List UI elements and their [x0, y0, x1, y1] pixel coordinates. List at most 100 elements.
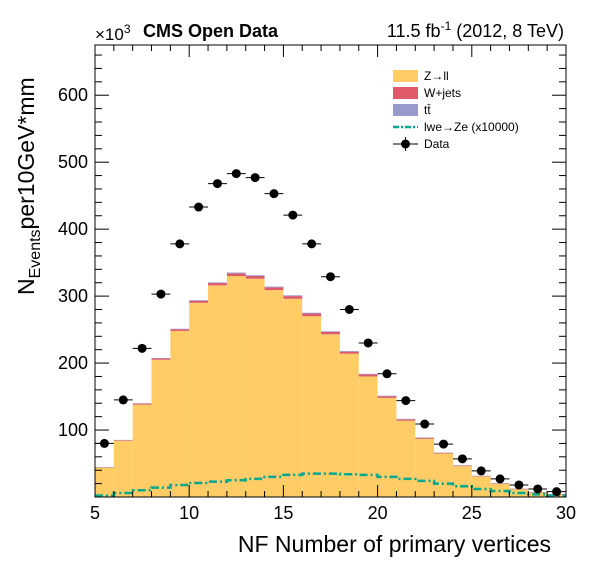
data-point-11 [302, 239, 322, 249]
legend-swatch-2 [393, 104, 418, 116]
bar-zll-7 [226, 276, 246, 497]
bar-ttbar-12 [321, 331, 340, 332]
bar-zll-15 [377, 397, 397, 497]
bar-wjets-1 [113, 440, 133, 441]
data-point-19 [452, 454, 472, 464]
data-point-15 [377, 369, 397, 379]
legend-label-4: Data [424, 137, 450, 151]
legend-entry-1: W+jets [393, 86, 461, 100]
data-point-5 [189, 202, 209, 212]
histogram-bars [95, 272, 566, 497]
data-point-12 [321, 272, 340, 282]
bar-zll-13 [339, 353, 359, 497]
data-marker-6 [212, 179, 222, 189]
bar-ttbar-11 [302, 312, 322, 314]
data-marker-10 [288, 210, 298, 220]
bar-wjets-8 [245, 276, 265, 279]
bar-wjets-11 [302, 313, 322, 317]
bar-ttbar-14 [358, 373, 378, 375]
x-tick-label-30: 30 [556, 503, 576, 523]
plot-frame [94, 44, 567, 498]
x-tick-label-10: 10 [179, 503, 199, 523]
bar-ttbar-9 [264, 286, 284, 288]
bar-wjets-17 [415, 437, 435, 439]
data-marker-19 [457, 454, 467, 464]
signal-line [95, 472, 566, 497]
y-tick-label-300: 300 [58, 286, 88, 306]
data-marker-23 [533, 484, 543, 494]
data-marker-17 [420, 419, 430, 429]
legend-marker-data [401, 139, 410, 149]
data-point-20 [471, 466, 491, 476]
data-point-22 [509, 480, 529, 490]
bar-wjets-15 [377, 396, 397, 398]
y-exponent-label: ×103 [95, 22, 131, 44]
bar-zll-20 [471, 476, 491, 497]
legend-label-1: W+jets [424, 86, 461, 100]
header-right: 11.5 fb-1 (2012, 8 TeV) [387, 19, 564, 41]
x-axis-label: NF Number of primary vertices [238, 531, 551, 557]
data-marker-4 [175, 239, 185, 249]
bar-wjets-6 [208, 283, 227, 286]
data-points [95, 169, 566, 497]
legend-label-2: tt̄ [424, 103, 431, 117]
bar-zll-16 [396, 420, 416, 497]
data-point-13 [339, 305, 359, 315]
bar-wjets-14 [358, 374, 378, 377]
y-tick-label-200: 200 [58, 353, 88, 373]
bar-zll-1 [113, 440, 133, 497]
bar-zll-4 [170, 330, 190, 497]
y-tick-label-500: 500 [58, 152, 88, 172]
bar-ttbar-7 [226, 272, 246, 274]
legend-label-3: lwe→Ze (x10000) [424, 120, 519, 134]
bar-wjets-5 [189, 300, 209, 303]
bar-zll-6 [208, 285, 227, 497]
bar-ttbar-13 [339, 351, 359, 352]
bar-wjets-3 [151, 358, 171, 360]
data-point-24 [547, 487, 566, 497]
bar-zll-11 [302, 316, 322, 497]
data-marker-8 [250, 173, 260, 183]
bar-wjets-9 [264, 287, 284, 291]
data-point-8 [245, 173, 265, 183]
data-point-18 [434, 439, 453, 449]
bar-wjets-7 [226, 273, 246, 277]
x-tick-label-25: 25 [462, 503, 482, 523]
bar-zll-19 [452, 466, 472, 497]
bar-ttbar-10 [283, 295, 303, 297]
bar-zll-17 [415, 438, 435, 497]
data-marker-15 [382, 369, 392, 379]
bar-zll-18 [434, 453, 453, 497]
data-marker-0 [99, 438, 109, 448]
bar-ttbar-8 [245, 275, 265, 277]
data-point-1 [113, 395, 133, 405]
data-marker-16 [401, 396, 411, 406]
data-marker-3 [156, 289, 166, 299]
bar-wjets-16 [396, 419, 416, 421]
bar-wjets-10 [283, 296, 303, 299]
legend-label-0: Z→ll [424, 69, 449, 83]
bar-wjets-13 [339, 351, 359, 354]
data-marker-13 [344, 305, 354, 315]
data-marker-2 [137, 343, 147, 353]
data-marker-1 [118, 395, 128, 405]
data-marker-24 [552, 487, 562, 497]
x-tick-label-20: 20 [368, 503, 388, 523]
bar-zll-5 [189, 302, 209, 497]
data-point-7 [226, 169, 246, 179]
data-point-17 [415, 419, 435, 429]
bar-wjets-18 [434, 452, 453, 454]
data-marker-20 [476, 466, 486, 476]
x-tick-label-5: 5 [90, 503, 100, 523]
data-marker-21 [495, 474, 505, 484]
y-axis-label: NEventsper10GeV*mm [13, 77, 44, 295]
bar-wjets-19 [452, 465, 472, 467]
data-point-4 [170, 239, 190, 249]
data-marker-14 [363, 338, 373, 348]
bar-wjets-2 [132, 403, 152, 405]
data-marker-5 [194, 202, 204, 212]
legend-entry-0: Z→ll [393, 69, 449, 83]
y-tick-label-100: 100 [58, 420, 88, 440]
bar-zll-10 [283, 298, 303, 497]
